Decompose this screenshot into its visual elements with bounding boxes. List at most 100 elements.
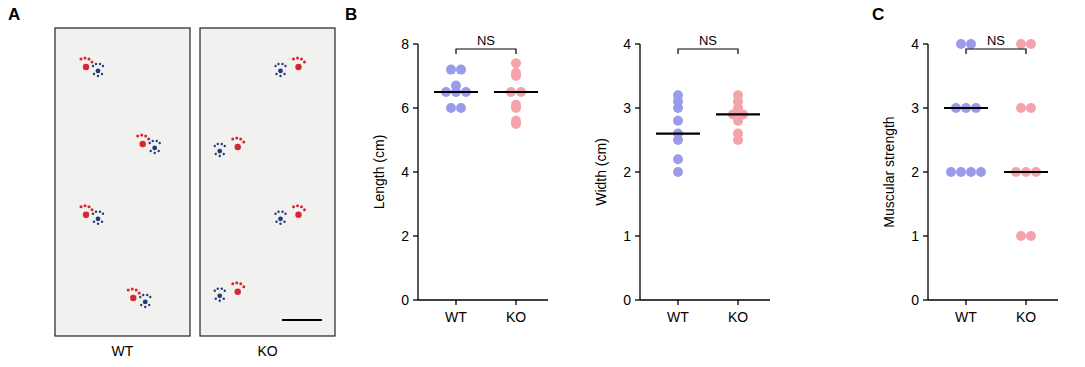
- footprint: [274, 204, 306, 225]
- dot: [673, 116, 683, 126]
- median-line: [716, 113, 760, 115]
- paw-toe: [95, 211, 97, 213]
- paw-toe: [97, 75, 99, 77]
- x-axis: [418, 299, 548, 300]
- paw-toe: [231, 138, 234, 141]
- significance-bracket: [966, 49, 1026, 54]
- y-tick-label: 2: [911, 164, 919, 180]
- footprint: [127, 287, 152, 308]
- y-tick: [413, 171, 418, 172]
- median-line: [944, 107, 988, 109]
- paw-toe: [224, 290, 226, 292]
- paw-toe: [300, 57, 303, 60]
- annotation: NS: [699, 33, 717, 48]
- x-tick-label: WT: [445, 309, 467, 325]
- y-tick: [635, 43, 640, 44]
- paw-toe: [283, 73, 285, 75]
- paw-toe: [92, 213, 94, 215]
- paw-toe: [91, 208, 94, 211]
- footprint: [274, 56, 306, 77]
- image-label: KO: [257, 343, 277, 359]
- dot: [456, 103, 466, 113]
- dot: [673, 135, 683, 145]
- paw-pad: [96, 69, 101, 74]
- y-tick-label: 6: [401, 100, 409, 116]
- dot: [511, 119, 521, 129]
- paw-toe: [152, 140, 154, 142]
- marks: [656, 90, 760, 177]
- paw-toe: [156, 140, 158, 142]
- paw-toe: [101, 73, 103, 75]
- paw-toe: [224, 145, 226, 147]
- x-tick-label: KO: [1016, 309, 1036, 325]
- y-tick: [923, 171, 928, 172]
- y-tick: [923, 235, 928, 236]
- paw-toe: [274, 65, 276, 67]
- y-axis-title: Muscular strength: [881, 116, 897, 227]
- paw-toe: [275, 221, 277, 223]
- paw-toe: [102, 65, 104, 67]
- footprint: [214, 281, 246, 302]
- x-tick: [677, 300, 678, 305]
- x-tick-label: WT: [955, 309, 977, 325]
- paw-toe: [149, 142, 151, 144]
- x-tick: [515, 300, 516, 305]
- paw-toe: [91, 60, 94, 63]
- panel-letter: A: [8, 5, 20, 24]
- paw-toe: [101, 221, 103, 223]
- y-tick: [635, 107, 640, 108]
- paw-toe: [239, 138, 242, 141]
- dot: [446, 103, 456, 113]
- dot: [1026, 231, 1036, 241]
- y-tick-label: 3: [623, 100, 631, 116]
- y-tick: [413, 43, 418, 44]
- paw-toe: [219, 155, 221, 157]
- paw-toe: [242, 141, 245, 144]
- y-axis-title: Length (cm): [371, 135, 387, 210]
- paw-pad: [140, 141, 146, 147]
- paw-toe: [80, 57, 83, 60]
- paw-toe: [149, 296, 151, 298]
- footprint: [136, 133, 161, 154]
- y-tick: [413, 107, 418, 108]
- background: [0, 0, 1085, 367]
- paw-toe: [99, 211, 101, 213]
- paw-toe: [88, 205, 91, 208]
- paw-toe: [154, 152, 156, 154]
- y-tick-label: 1: [623, 228, 631, 244]
- annotation: NS: [987, 33, 1005, 48]
- dot: [1016, 39, 1026, 49]
- paw-toe: [99, 63, 101, 65]
- paw-toe: [92, 65, 94, 67]
- scale-bar: [282, 319, 322, 321]
- dot: [976, 167, 986, 177]
- paw-toe: [239, 282, 242, 285]
- y-axis-title: Width (cm): [593, 138, 609, 206]
- panel-letter: C: [872, 5, 884, 24]
- y-tick-label: 3: [911, 100, 919, 116]
- paw-toe: [242, 285, 245, 288]
- footprint: [80, 204, 105, 225]
- paw-toe: [95, 63, 97, 65]
- paw-toe: [217, 288, 219, 290]
- paw-toe: [281, 211, 283, 213]
- marks: [434, 58, 538, 129]
- paw-toe: [221, 143, 223, 145]
- paw-toe: [158, 150, 160, 152]
- paw-toe: [144, 134, 147, 137]
- footprint: [80, 56, 105, 77]
- panel-letter: B: [345, 5, 357, 24]
- paw-toe: [93, 73, 95, 75]
- dot: [1026, 103, 1036, 113]
- y-tick-label: 4: [401, 164, 409, 180]
- paw-toe: [217, 143, 219, 145]
- paw-toe: [275, 73, 277, 75]
- median-line: [494, 91, 538, 93]
- paw-toe: [231, 282, 234, 285]
- paw-pad: [217, 149, 222, 154]
- x-tick: [737, 300, 738, 305]
- paw-pad: [295, 64, 301, 70]
- image-frame: [200, 28, 335, 336]
- paw-toe: [279, 75, 281, 77]
- paw-toe: [296, 56, 299, 59]
